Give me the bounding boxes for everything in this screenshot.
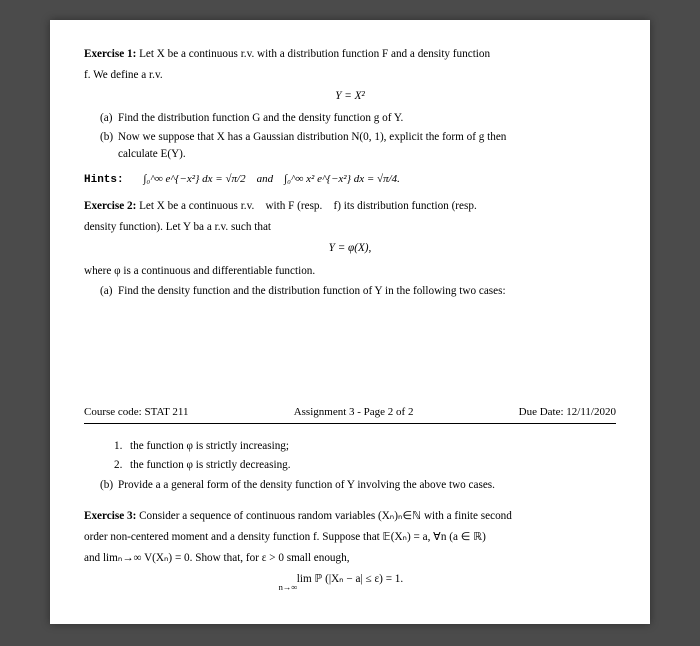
ex1-b-line2: calculate E(Y).: [118, 148, 186, 160]
ex3-title: Exercise 3:: [84, 510, 136, 522]
footer-course-code: Course code: STAT 211: [84, 404, 189, 421]
num-label-2: 2.: [114, 457, 130, 474]
ex1-hints: Hints: ∫₀^∞ e^{−x²} dx = √π/2 and ∫₀^∞ x…: [84, 171, 616, 189]
footer-assignment: Assignment 3 - Page 2 of 2: [294, 404, 414, 421]
page-footer: Course code: STAT 211 Assignment 3 - Pag…: [84, 404, 616, 424]
exercise-3: Exercise 3: Consider a sequence of conti…: [84, 508, 616, 594]
ex2-part-b: (b) Provide a a general form of the dens…: [84, 477, 616, 494]
ex2-where: where φ is a continuous and differentiab…: [84, 263, 616, 280]
document-page: Exercise 1: Let X be a continuous r.v. w…: [50, 20, 650, 624]
ex2-a-text: Find the density function and the distri…: [118, 283, 616, 300]
page-gap: [84, 302, 616, 394]
ex2-n1-text: the function φ is strictly increasing;: [130, 438, 289, 455]
part-label-b2: (b): [100, 477, 118, 494]
ex2-intro-line2: density function). Let Y ba a r.v. such …: [84, 219, 616, 236]
ex3-l2: order non-centered moment and a density …: [84, 529, 616, 546]
ex3-l1: Consider a sequence of continuous random…: [139, 510, 512, 522]
hints-math: ∫₀^∞ e^{−x²} dx = √π/2 and ∫₀^∞ x² e^{−x…: [143, 173, 400, 185]
num-label-1: 1.: [114, 438, 130, 455]
exercise-1: Exercise 1: Let X be a continuous r.v. w…: [84, 46, 616, 188]
ex1-intro-line1: Let X be a continuous r.v. with a distri…: [139, 48, 490, 60]
ex2-n2-text: the function φ is strictly decreasing.: [130, 457, 291, 474]
ex2-intro: Exercise 2: Let X be a continuous r.v. w…: [84, 198, 616, 215]
ex1-intro-line2: f. We define a r.v.: [84, 67, 616, 84]
hints-label: Hints:: [84, 174, 124, 186]
ex2-case-2: 2. the function φ is strictly decreasing…: [84, 457, 616, 474]
ex3-eq-sub: n→∞: [22, 583, 554, 592]
ex1-b-text: Now we suppose that X has a Gaussian dis…: [118, 129, 616, 163]
ex2-equation: Y = φ(X),: [84, 240, 616, 257]
ex1-part-a: (a) Find the distribution function G and…: [84, 110, 616, 127]
ex2-case-1: 1. the function φ is strictly increasing…: [84, 438, 616, 455]
ex1-intro: Exercise 1: Let X be a continuous r.v. w…: [84, 46, 616, 63]
ex3-line1: Exercise 3: Consider a sequence of conti…: [84, 508, 616, 525]
part-label-a2: (a): [100, 283, 118, 300]
ex1-title: Exercise 1:: [84, 48, 136, 60]
ex3-equation: lim ℙ (|Xₙ − a| ≤ ε) = 1. n→∞: [84, 573, 616, 595]
exercise-2-continued: 1. the function φ is strictly increasing…: [84, 438, 616, 494]
ex1-equation: Y = X²: [84, 88, 616, 105]
ex2-title: Exercise 2:: [84, 200, 136, 212]
part-label-b: (b): [100, 129, 118, 163]
exercise-2: Exercise 2: Let X be a continuous r.v. w…: [84, 198, 616, 300]
ex2-intro-line1: Let X be a continuous r.v. with F (resp.…: [139, 200, 477, 212]
ex2-part-a: (a) Find the density function and the di…: [84, 283, 616, 300]
footer-due-date: Due Date: 12/11/2020: [519, 404, 616, 421]
ex2-b-text: Provide a a general form of the density …: [118, 477, 616, 494]
ex1-a-text: Find the distribution function G and the…: [118, 110, 616, 127]
ex1-part-b: (b) Now we suppose that X has a Gaussian…: [84, 129, 616, 163]
ex3-l3: and limₙ→∞ V(Xₙ) = 0. Show that, for ε >…: [84, 550, 616, 567]
part-label-a: (a): [100, 110, 118, 127]
ex1-b-line1: Now we suppose that X has a Gaussian dis…: [118, 131, 506, 143]
